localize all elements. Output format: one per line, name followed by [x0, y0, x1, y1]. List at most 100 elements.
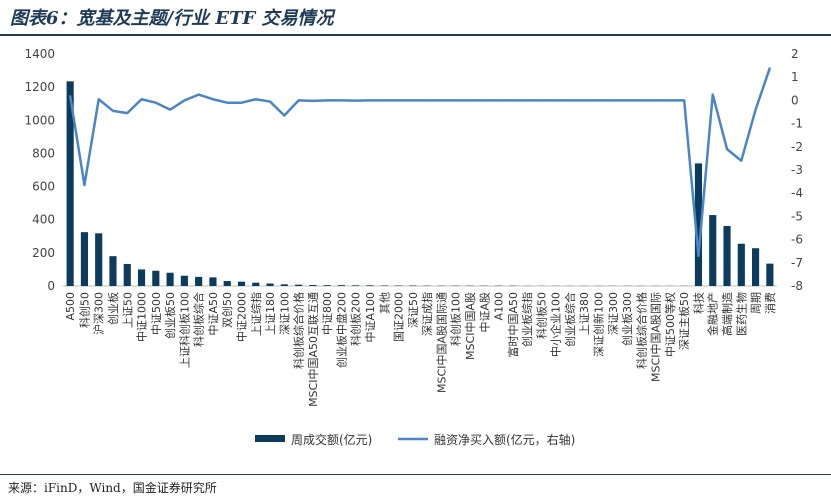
- bar-series: [67, 81, 774, 286]
- bar-mark: [766, 264, 773, 286]
- line-point: [569, 100, 571, 102]
- category-label: 深证50: [407, 292, 420, 328]
- category-label: 中证800: [321, 292, 334, 335]
- line-point: [655, 100, 657, 102]
- category-label: 中证A100: [364, 292, 377, 343]
- category-label: 科创板综合价格: [634, 292, 648, 369]
- chart-footer: 来源：iFinD，Wind，国金证券研究所: [0, 474, 831, 499]
- bar-mark: [366, 285, 373, 286]
- category-label: 其他: [378, 292, 391, 314]
- left-axis-tick: 1400: [24, 47, 55, 61]
- bar-mark: [195, 277, 202, 286]
- line-point: [541, 100, 543, 102]
- line-point: [212, 98, 214, 100]
- category-label: 中证A50: [207, 292, 220, 336]
- line-point: [398, 100, 400, 102]
- category-label: 上证380: [578, 292, 591, 335]
- bar-mark: [266, 284, 273, 286]
- category-label: 中证A股: [478, 292, 491, 333]
- right-axis-tick: 0: [791, 93, 799, 107]
- left-axis-tick: 600: [32, 180, 55, 194]
- bar-mark: [752, 248, 759, 286]
- line-point: [526, 100, 528, 102]
- etf-trading-chart: 0200400600800100012001400-8-7-6-5-4-3-2-…: [0, 36, 831, 474]
- line-point: [369, 100, 371, 102]
- line-point: [483, 100, 485, 102]
- category-label: 上证180: [264, 292, 277, 335]
- category-label: A500: [64, 292, 77, 321]
- category-label: 创业板300: [620, 292, 634, 346]
- line-point: [98, 98, 100, 100]
- line-point: [226, 102, 228, 104]
- line-point: [241, 102, 243, 104]
- line-point: [255, 98, 257, 100]
- line-point: [698, 255, 700, 257]
- line-point: [84, 184, 86, 186]
- category-label: 深证主板50: [677, 292, 691, 350]
- bar-mark: [709, 215, 716, 286]
- category-label: 金融地产: [706, 292, 720, 336]
- line-point: [512, 100, 514, 102]
- right-axis-tick: -3: [791, 163, 803, 177]
- category-label: 中证1000: [136, 292, 149, 342]
- line-point: [683, 100, 685, 102]
- line-point: [498, 100, 500, 102]
- line-point: [384, 100, 386, 102]
- line-point: [598, 100, 600, 102]
- chart-legend: 周成交额(亿元) 融资净买入额(亿元，右轴): [255, 432, 575, 447]
- right-axis-tick: -7: [791, 256, 803, 270]
- category-label: 中证500: [150, 292, 163, 335]
- bar-mark: [324, 285, 331, 286]
- right-axis-tick: -1: [791, 117, 803, 131]
- category-label: 创业板综指: [520, 292, 534, 347]
- left-axis-tick: 800: [32, 146, 55, 160]
- line-point: [641, 100, 643, 102]
- line-point: [284, 115, 286, 117]
- category-label: 科创板综合: [192, 292, 206, 347]
- line-point: [126, 112, 128, 114]
- line-point: [269, 101, 271, 103]
- category-label: 科创板100: [449, 292, 463, 346]
- category-label: MSCI中国A股: [464, 292, 477, 360]
- legend-line-label: 融资净买入额(亿元，右轴): [434, 432, 575, 447]
- line-point: [198, 94, 200, 96]
- bar-mark: [109, 256, 116, 286]
- category-label: 创业板综合: [563, 292, 577, 347]
- bar-mark: [238, 282, 245, 286]
- line-point: [455, 100, 457, 102]
- line-point: [298, 100, 300, 102]
- line-point: [426, 100, 428, 102]
- right-axis-tick: -5: [791, 209, 803, 223]
- line-point: [141, 98, 143, 100]
- category-label: 医药生物: [734, 292, 748, 336]
- left-axis-tick: 1200: [24, 80, 55, 94]
- chart-axes: 0200400600800100012001400-8-7-6-5-4-3-2-…: [24, 47, 803, 293]
- line-point: [112, 110, 114, 112]
- bar-mark: [738, 244, 745, 286]
- line-point: [555, 100, 557, 102]
- left-axis-tick: 200: [32, 246, 55, 260]
- category-label: 深证100: [278, 292, 291, 335]
- category-label: 国证2000: [393, 292, 406, 342]
- category-label: 创业板中盘200: [334, 292, 348, 368]
- category-label: 创业板50: [163, 292, 177, 339]
- bar-mark: [152, 271, 159, 286]
- category-label: 中小企业100: [549, 292, 563, 357]
- line-point: [769, 67, 771, 69]
- bar-mark: [181, 276, 188, 286]
- line-point: [169, 109, 171, 111]
- category-label: 深证成指: [420, 292, 434, 336]
- legend-bar-label: 周成交额(亿元): [291, 432, 372, 447]
- category-label: 深证创新100: [592, 292, 606, 357]
- line-path: [70, 68, 770, 256]
- line-point: [412, 100, 414, 102]
- line-point: [612, 100, 614, 102]
- category-label: MSCI中国A股国际: [650, 292, 663, 382]
- category-label: 上证50: [121, 292, 134, 328]
- line-point: [626, 100, 628, 102]
- chart-header: 图表6：宽基及主题/行业 ETF 交易情况: [0, 0, 831, 36]
- line-point: [441, 100, 443, 102]
- left-axis-tick: 1000: [24, 113, 55, 127]
- category-label: 富时中国A50: [506, 292, 520, 358]
